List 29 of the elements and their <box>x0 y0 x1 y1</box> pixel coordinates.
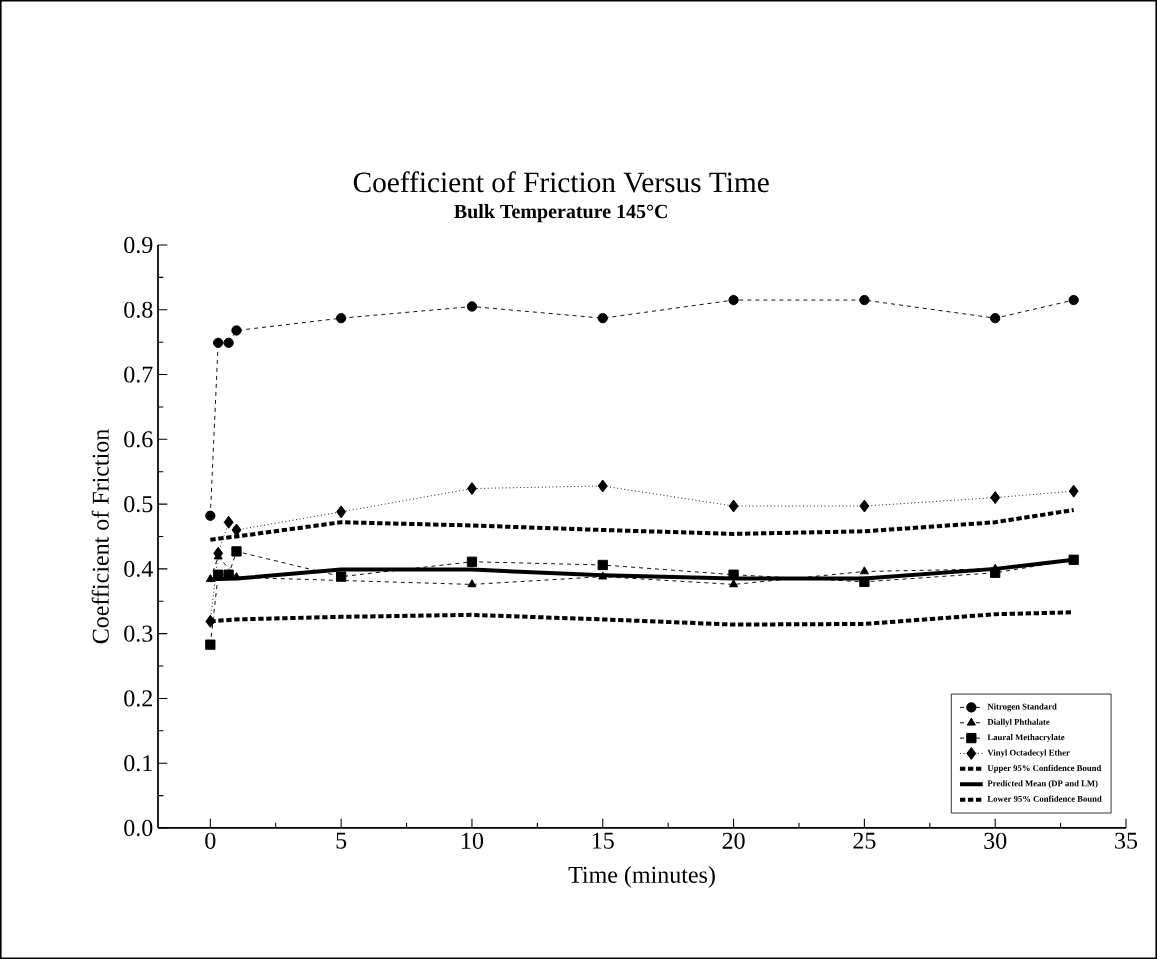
y-tick-label: 0.0 <box>124 819 153 837</box>
x-axis-title: Time (minutes) <box>568 866 715 888</box>
y-tick-label: 0.2 <box>124 690 152 707</box>
y-tick-label: 0.8 <box>124 301 153 318</box>
legend-label: Lower 95% Confidence Bound <box>987 795 1102 802</box>
x-tick-label: 0 <box>205 832 216 849</box>
y-tick-label: 0.6 <box>124 431 153 448</box>
y-tick-label: 0.7 <box>124 366 153 383</box>
x-tick-label: 35 <box>1115 832 1138 849</box>
x-tick-label: 5 <box>336 832 347 849</box>
legend-label: Diallyl Phthalate <box>987 718 1050 727</box>
y-tick-label: 0.9 <box>124 236 153 254</box>
legend-label: Upper 95% Confidence Bound <box>987 764 1102 773</box>
y-axis-title: Coefficient of Friction <box>91 429 109 644</box>
y-tick-label: 0.4 <box>124 560 153 578</box>
chart-title: Coefficient of Friction Versus Time <box>353 171 769 193</box>
x-tick-label: 10 <box>462 832 484 849</box>
legend-label: Vinyl Octadecyl Ether <box>987 749 1070 758</box>
y-tick-label: 0.1 <box>124 755 152 772</box>
x-tick-label: 25 <box>853 832 876 849</box>
legend-label: Nitrogen Standard <box>987 703 1057 712</box>
y-tick-label: 0.5 <box>124 495 153 513</box>
x-tick-label: 20 <box>722 832 745 849</box>
y-tick-label: 0.3 <box>124 625 153 642</box>
x-tick-label: 30 <box>984 832 1007 849</box>
legend-label: Laural Methacrylate <box>987 734 1065 742</box>
chart-subtitle: Bulk Temperature 145°C <box>454 204 667 223</box>
x-tick-label: 15 <box>592 832 614 849</box>
legend-label: Predicted Mean (DP and LM) <box>987 780 1098 789</box>
